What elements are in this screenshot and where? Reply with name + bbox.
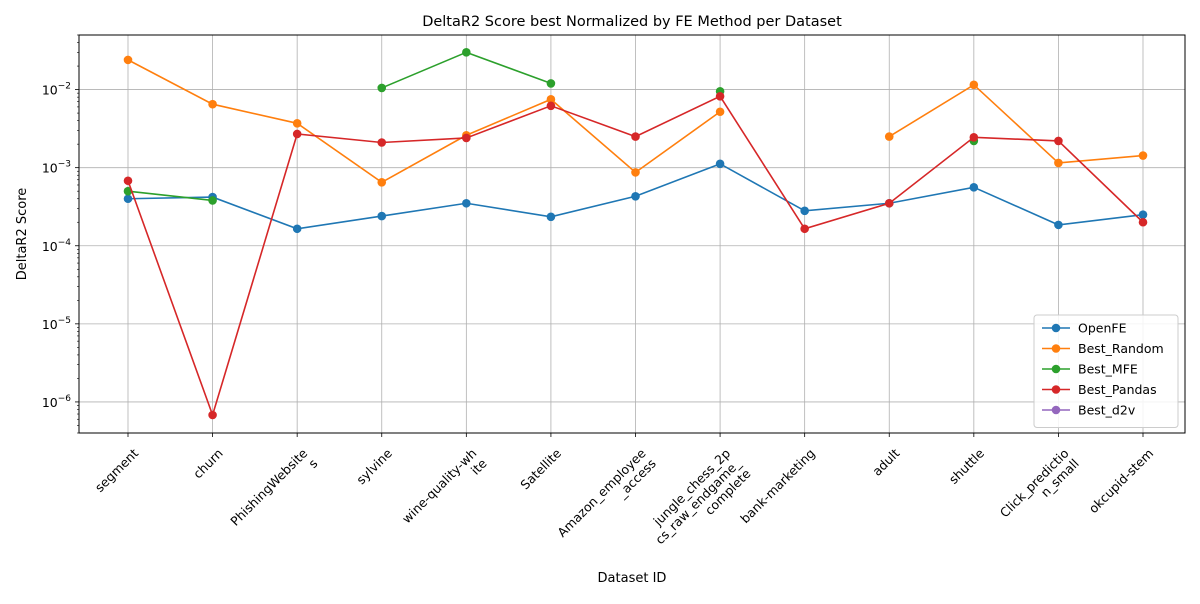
legend-marker-best-mfe — [1051, 364, 1061, 374]
data-point-openfe — [123, 194, 133, 204]
data-point-best-random — [884, 132, 894, 141]
series-line-best-random — [888, 83, 1144, 164]
data-point-best-mfe — [208, 196, 217, 205]
data-point-best-pandas — [631, 132, 640, 141]
data-point-best-pandas — [462, 133, 471, 143]
legend-label-best-random: Best_Random — [1078, 341, 1164, 356]
data-point-best-random — [123, 55, 133, 65]
data-point-openfe — [631, 191, 640, 201]
plot-area-frame — [78, 34, 1186, 434]
legend: OpenFE Best_Random Best_MFE Best_Pandas Best… — [1033, 314, 1179, 428]
chart-title: DeltaR2 Score best Normalized by FE Meth… — [422, 14, 842, 30]
legend-marker-openfe — [1051, 323, 1061, 333]
data-point-best-pandas — [1138, 217, 1148, 227]
y-tick-label: 10−4 — [42, 238, 71, 254]
data-point-best-mfe — [546, 79, 556, 88]
legend-box — [1033, 314, 1179, 428]
data-point-best-random — [631, 168, 640, 177]
data-point-best-mfe — [377, 83, 387, 93]
series-layer — [123, 48, 1148, 420]
y-tick-label: 10−5 — [42, 316, 71, 332]
y-tick-label: 10−6 — [42, 394, 71, 410]
data-point-best-pandas — [377, 138, 387, 147]
data-point-best-random — [292, 118, 302, 128]
legend-label-openfe: OpenFE — [1078, 321, 1127, 336]
data-point-openfe — [1138, 210, 1148, 219]
data-point-best-pandas — [715, 92, 725, 101]
data-point-best-random — [715, 107, 725, 117]
data-point-best-mfe — [462, 48, 471, 57]
legend-label-best-d2v: Best_d2v — [1078, 403, 1136, 418]
data-point-openfe — [462, 198, 471, 208]
data-point-openfe — [715, 159, 725, 169]
legend-label-best-mfe: Best_MFE — [1078, 362, 1138, 377]
legend-marker-best-pandas — [1051, 385, 1061, 394]
data-point-openfe — [546, 212, 556, 222]
data-point-best-pandas — [884, 198, 894, 208]
x-axis-label: Dataset ID — [598, 571, 667, 586]
data-point-best-random — [1054, 158, 1063, 168]
data-point-openfe — [969, 183, 979, 192]
series-line-best-mfe — [127, 190, 213, 202]
data-point-best-pandas — [969, 132, 979, 142]
data-point-openfe — [1054, 220, 1063, 230]
legend-marker-best-d2v — [1051, 405, 1061, 415]
y-tick-label: 10−2 — [42, 82, 71, 98]
y-tick-label: 10−3 — [42, 160, 71, 176]
data-point-openfe — [292, 224, 302, 234]
series-line-best-random — [127, 59, 721, 184]
data-point-best-random — [1138, 151, 1148, 160]
data-point-openfe — [800, 206, 809, 216]
data-point-best-pandas — [546, 101, 556, 111]
legend-marker-best-random — [1051, 344, 1061, 353]
y-axis-label: DeltaR2 Score — [15, 188, 30, 281]
data-point-best-pandas — [292, 129, 302, 139]
data-point-best-random — [377, 177, 387, 187]
data-point-best-random — [546, 95, 556, 104]
data-point-best-random — [208, 99, 217, 109]
data-point-best-pandas — [1054, 136, 1063, 146]
data-point-best-random — [969, 80, 979, 90]
data-point-best-pandas — [208, 410, 217, 420]
legend-label-best-pandas: Best_Pandas — [1078, 382, 1157, 397]
data-point-openfe — [377, 211, 387, 221]
data-point-best-pandas — [800, 224, 809, 234]
data-point-best-pandas — [123, 176, 133, 186]
